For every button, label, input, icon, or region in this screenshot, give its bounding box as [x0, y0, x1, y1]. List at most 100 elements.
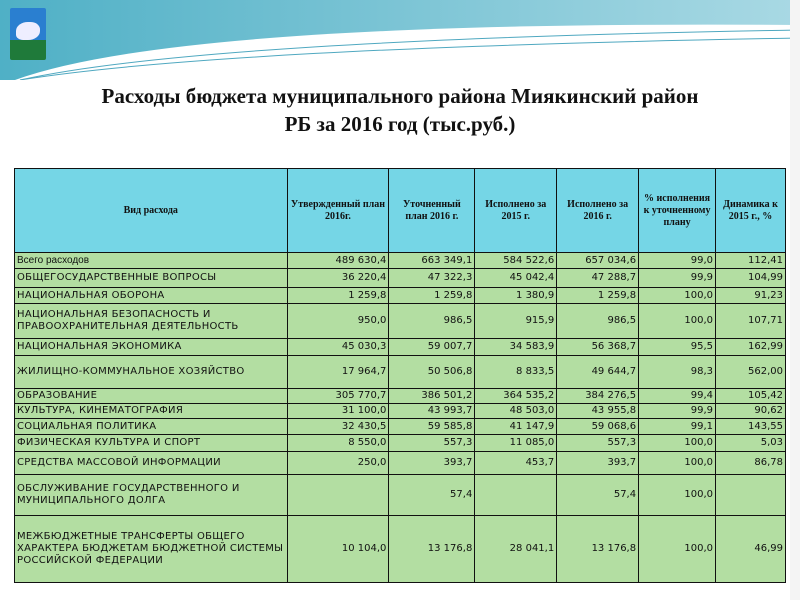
page-edge — [790, 0, 800, 600]
cell-value: 950,0 — [286, 303, 390, 339]
cell-value: 105,42 — [715, 388, 786, 404]
cell-value: 28 041,1 — [474, 515, 558, 583]
cell-value: 95,5 — [638, 338, 717, 356]
coat-of-arms-logo — [10, 8, 46, 60]
cell-value — [715, 474, 786, 516]
cell-value: 98,3 — [638, 355, 717, 389]
cell-value: 250,0 — [286, 451, 390, 475]
cell-value: 99,9 — [638, 268, 717, 288]
cell-value: 48 503,0 — [474, 403, 558, 419]
page-title: Расходы бюджета муниципального района Ми… — [0, 82, 800, 138]
column-header: Вид расхода — [14, 168, 288, 253]
cell-value — [474, 474, 558, 516]
table-row: СОЦИАЛЬНАЯ ПОЛИТИКА 32 430,5 59 585,8 41 14… — [14, 418, 786, 435]
cell-value: 1 259,8 — [286, 287, 390, 304]
table-row: ОБСЛУЖИВАНИЕ ГОСУДАРСТВЕННОГО И МУНИЦИПА… — [14, 474, 786, 516]
table-row: НАЦИОНАЛЬНАЯ БЕЗОПАСНОСТЬ И ПРАВООХРАНИТ… — [14, 303, 786, 339]
cell-value: 57,4 — [556, 474, 640, 516]
cell-value: 99,0 — [638, 252, 717, 269]
cell-value: 43 993,7 — [388, 403, 476, 419]
cell-value: 56 368,7 — [556, 338, 640, 356]
cell-value: 91,23 — [715, 287, 786, 304]
cell-value: 31 100,0 — [286, 403, 390, 419]
row-label: МЕЖБЮДЖЕТНЫЕ ТРАНСФЕРТЫ ОБЩЕГО ХАРАКТЕРА… — [14, 515, 288, 583]
cell-value: 557,3 — [556, 434, 640, 452]
cell-value: 386 501,2 — [388, 388, 476, 404]
cell-value: 17 964,7 — [286, 355, 390, 389]
table-row: Всего расходов 489 630,4 663 349,1 584 522,… — [14, 252, 786, 269]
table-row: ОБЩЕГОСУДАРСТВЕННЫЕ ВОПРОСЫ 36 220,4 47 32… — [14, 268, 786, 288]
cell-value: 59 007,7 — [388, 338, 476, 356]
column-header: Утвержденный план 2016г. — [286, 168, 390, 253]
cell-value: 45 030,3 — [286, 338, 390, 356]
row-label: ОБСЛУЖИВАНИЕ ГОСУДАРСТВЕННОГО И МУНИЦИПА… — [14, 474, 288, 516]
cell-value: 99,1 — [638, 418, 717, 435]
budget-table: Вид расхода Утвержденный план 2016г. Уточн… — [14, 168, 786, 583]
column-header: Исполнено за 2016 г. — [556, 168, 640, 253]
cell-value: 13 176,8 — [388, 515, 476, 583]
cell-value: 86,78 — [715, 451, 786, 475]
row-label: КУЛЬТУРА, КИНЕМАТОГРАФИЯ — [14, 403, 288, 419]
cell-value: 8 550,0 — [286, 434, 390, 452]
table-row: КУЛЬТУРА, КИНЕМАТОГРАФИЯ 31 100,0 43 993,7… — [14, 403, 786, 419]
cell-value: 13 176,8 — [556, 515, 640, 583]
row-label: СРЕДСТВА МАССОВОЙ ИНФОРМАЦИИ — [14, 451, 288, 475]
cell-value: 1 380,9 — [474, 287, 558, 304]
header-banner — [0, 0, 800, 80]
cell-value: 100,0 — [638, 515, 717, 583]
cell-value: 8 833,5 — [474, 355, 558, 389]
cell-value: 49 644,7 — [556, 355, 640, 389]
cell-value: 104,99 — [715, 268, 786, 288]
cell-value: 100,0 — [638, 474, 717, 516]
row-label: НАЦИОНАЛЬНАЯ ЭКОНОМИКА — [14, 338, 288, 356]
cell-value: 305 770,7 — [286, 388, 390, 404]
cell-value: 43 955,8 — [556, 403, 640, 419]
cell-value: 32 430,5 — [286, 418, 390, 435]
cell-value: 50 506,8 — [388, 355, 476, 389]
table-header-row: Вид расхода Утвержденный план 2016г. Уточн… — [14, 168, 786, 253]
cell-value: 46,99 — [715, 515, 786, 583]
row-label: НАЦИОНАЛЬНАЯ БЕЗОПАСНОСТЬ И ПРАВООХРАНИТ… — [14, 303, 288, 339]
row-label: Всего расходов — [14, 252, 288, 269]
column-header: Уточненный план 2016 г. — [388, 168, 476, 253]
table-row: СРЕДСТВА МАССОВОЙ ИНФОРМАЦИИ 250,0 393,7 45… — [14, 451, 786, 475]
table-row: ОБРАЗОВАНИЕ 305 770,7 386 501,2 364 535,2 38… — [14, 388, 786, 404]
table-row: НАЦИОНАЛЬНАЯ ОБОРОНА 1 259,8 1 259,8 1 380,… — [14, 287, 786, 304]
cell-value: 11 085,0 — [474, 434, 558, 452]
cell-value: 557,3 — [388, 434, 476, 452]
cell-value: 99,9 — [638, 403, 717, 419]
cell-value: 90,62 — [715, 403, 786, 419]
cell-value: 584 522,6 — [474, 252, 558, 269]
title-line-2: РБ за 2016 год (тыс.руб.) — [284, 112, 516, 136]
cell-value: 1 259,8 — [556, 287, 640, 304]
cell-value: 393,7 — [556, 451, 640, 475]
cell-value: 562,00 — [715, 355, 786, 389]
cell-value: 10 104,0 — [286, 515, 390, 583]
cell-value: 663 349,1 — [388, 252, 476, 269]
row-label: НАЦИОНАЛЬНАЯ ОБОРОНА — [14, 287, 288, 304]
cell-value: 453,7 — [474, 451, 558, 475]
column-header: % исполнения к уточненному плану — [638, 168, 717, 253]
cell-value: 47 288,7 — [556, 268, 640, 288]
cell-value: 99,4 — [638, 388, 717, 404]
column-header: Исполнено за 2015 г. — [474, 168, 558, 253]
cell-value: 100,0 — [638, 451, 717, 475]
row-label: ФИЗИЧЕСКАЯ КУЛЬТУРА И СПОРТ — [14, 434, 288, 452]
cell-value: 393,7 — [388, 451, 476, 475]
cell-value: 41 147,9 — [474, 418, 558, 435]
cell-value: 36 220,4 — [286, 268, 390, 288]
table-row: ЖИЛИЩНО-КОММУНАЛЬНОЕ ХОЗЯЙСТВО 17 964,7 50… — [14, 355, 786, 389]
cell-value: 100,0 — [638, 303, 717, 339]
cell-value — [286, 474, 390, 516]
cell-value: 915,9 — [474, 303, 558, 339]
cell-value: 112,41 — [715, 252, 786, 269]
cell-value: 34 583,9 — [474, 338, 558, 356]
cell-value: 986,5 — [556, 303, 640, 339]
cell-value: 59 068,6 — [556, 418, 640, 435]
cell-value: 986,5 — [388, 303, 476, 339]
table-row: НАЦИОНАЛЬНАЯ ЭКОНОМИКА 45 030,3 59 007,7 34… — [14, 338, 786, 356]
cell-value: 5,03 — [715, 434, 786, 452]
cell-value: 100,0 — [638, 434, 717, 452]
row-label: ОБРАЗОВАНИЕ — [14, 388, 288, 404]
row-label: ЖИЛИЩНО-КОММУНАЛЬНОЕ ХОЗЯЙСТВО — [14, 355, 288, 389]
